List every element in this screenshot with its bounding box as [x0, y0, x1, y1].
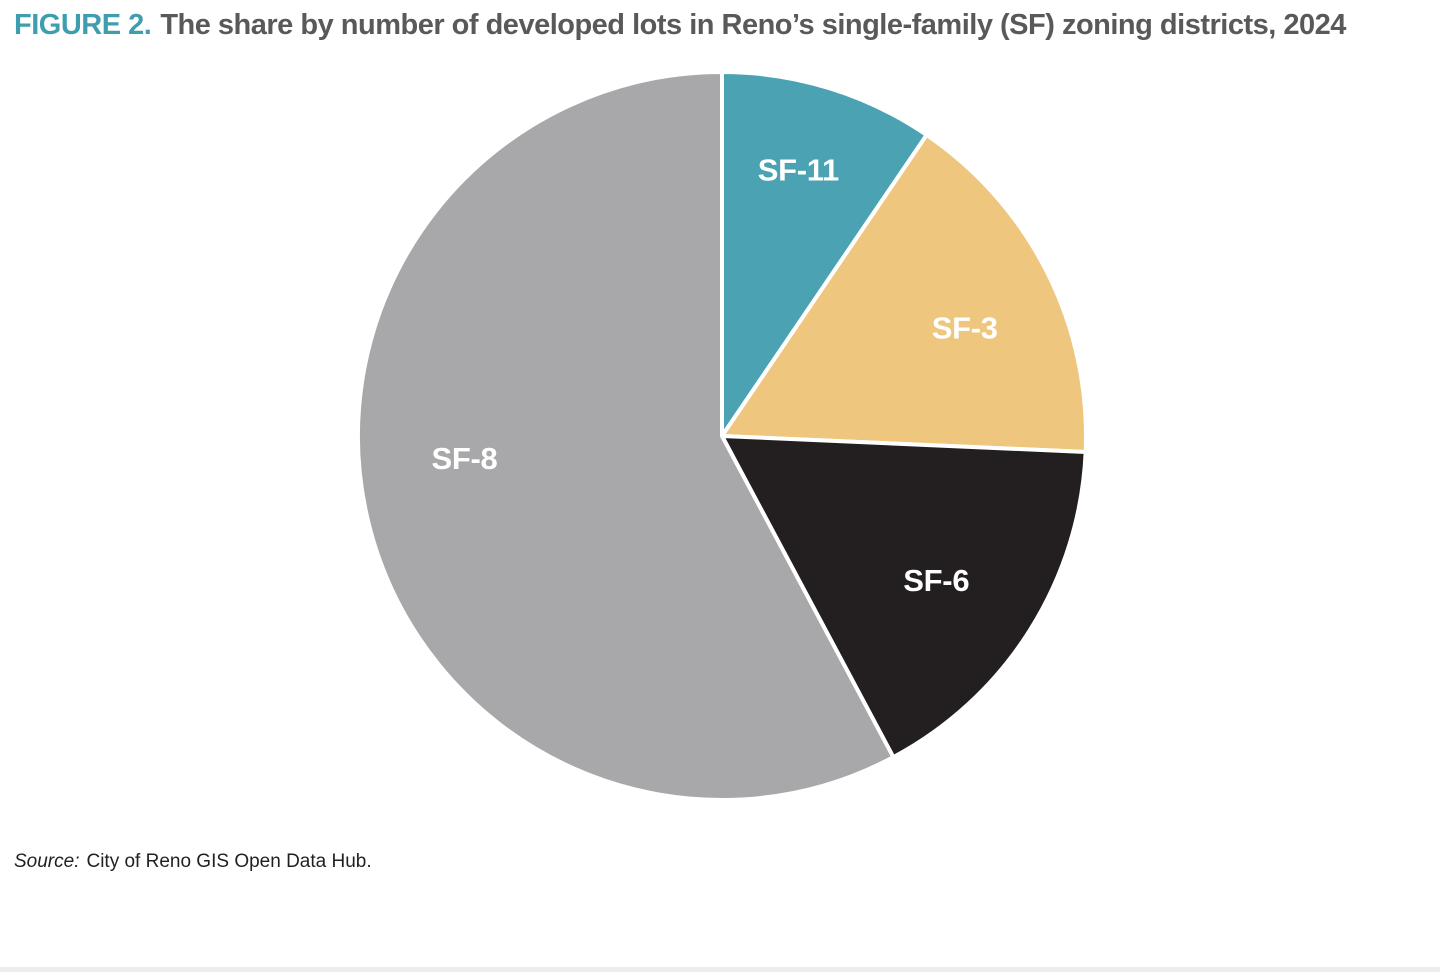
pie-slice-sf-3[interactable]	[720, 132, 1089, 454]
pie-slice-sf-6[interactable]	[720, 434, 1088, 760]
pie-slice-sf-11[interactable]	[720, 70, 929, 438]
pie-slice-sf-8[interactable]	[356, 70, 896, 802]
figure-title: FIGURE 2. The share by number of develope…	[14, 7, 1346, 43]
figure-number: FIGURE 2.	[14, 9, 152, 41]
source-note: Source: City of Reno GIS Open Data Hub.	[14, 849, 372, 875]
page-bottom-edge	[0, 967, 1440, 972]
source-text: City of Reno GIS Open Data Hub.	[86, 851, 372, 872]
figure-caption: The share by number of developed lots in…	[160, 9, 1346, 41]
slice-label-sf-6: SF-6	[903, 563, 969, 598]
slice-label-sf-11: SF-11	[758, 153, 839, 188]
source-prefix: Source:	[14, 851, 80, 872]
slice-label-sf-8: SF-8	[432, 441, 498, 476]
slice-label-sf-3: SF-3	[932, 310, 998, 345]
